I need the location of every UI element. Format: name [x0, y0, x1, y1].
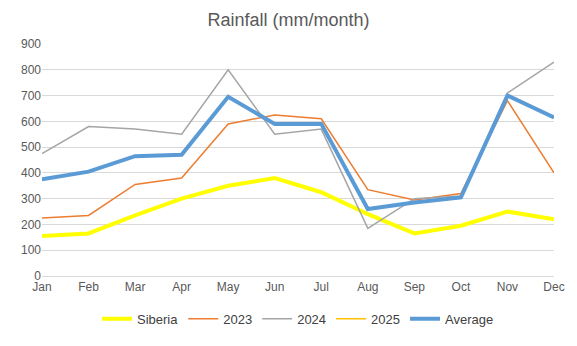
- svg-text:Aug: Aug: [357, 280, 378, 294]
- svg-text:2025: 2025: [371, 312, 400, 327]
- svg-text:Jul: Jul: [314, 280, 329, 294]
- svg-text:500: 500: [21, 140, 41, 154]
- svg-text:300: 300: [21, 192, 41, 206]
- svg-text:700: 700: [21, 89, 41, 103]
- svg-text:Nov: Nov: [497, 280, 518, 294]
- svg-text:Oct: Oct: [452, 280, 471, 294]
- svg-text:Sep: Sep: [404, 280, 426, 294]
- svg-text:600: 600: [21, 115, 41, 129]
- svg-text:Rainfall (mm/month): Rainfall (mm/month): [207, 10, 369, 30]
- svg-text:400: 400: [21, 166, 41, 180]
- svg-text:Average: Average: [445, 312, 493, 327]
- svg-text:100: 100: [21, 243, 41, 257]
- svg-text:900: 900: [21, 37, 41, 51]
- svg-text:0: 0: [34, 269, 41, 283]
- svg-text:Dec: Dec: [543, 280, 564, 294]
- svg-text:2023: 2023: [223, 312, 252, 327]
- svg-text:Apr: Apr: [172, 280, 191, 294]
- svg-text:Jun: Jun: [265, 280, 284, 294]
- svg-text:Mar: Mar: [125, 280, 146, 294]
- svg-text:Siberia: Siberia: [137, 312, 178, 327]
- svg-text:Feb: Feb: [78, 280, 99, 294]
- svg-text:800: 800: [21, 63, 41, 77]
- svg-text:2024: 2024: [297, 312, 326, 327]
- svg-text:Jan: Jan: [32, 280, 51, 294]
- svg-text:May: May: [217, 280, 240, 294]
- svg-text:200: 200: [21, 218, 41, 232]
